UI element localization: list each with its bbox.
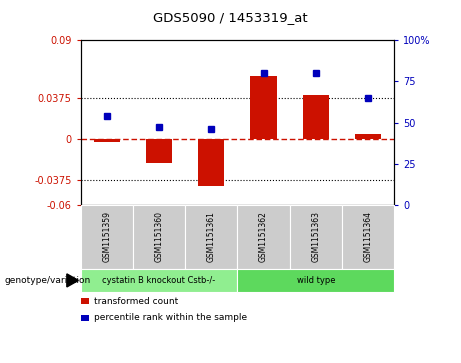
Text: wild type: wild type <box>296 276 335 285</box>
Text: GDS5090 / 1453319_at: GDS5090 / 1453319_at <box>153 11 308 24</box>
Text: GSM1151363: GSM1151363 <box>311 211 320 262</box>
Text: GSM1151362: GSM1151362 <box>259 211 268 262</box>
Text: percentile rank within the sample: percentile rank within the sample <box>94 313 247 322</box>
Text: GSM1151364: GSM1151364 <box>364 211 372 262</box>
Text: GSM1151359: GSM1151359 <box>102 211 111 262</box>
Bar <box>94 139 120 142</box>
Bar <box>146 139 172 163</box>
Bar <box>250 76 277 139</box>
Text: transformed count: transformed count <box>94 297 178 306</box>
Text: GSM1151361: GSM1151361 <box>207 211 216 262</box>
Bar <box>303 95 329 139</box>
Bar <box>198 139 225 186</box>
Bar <box>355 134 381 139</box>
Text: cystatin B knockout Cstb-/-: cystatin B knockout Cstb-/- <box>102 276 216 285</box>
Text: GSM1151360: GSM1151360 <box>154 211 164 262</box>
Text: genotype/variation: genotype/variation <box>5 276 91 285</box>
Polygon shape <box>67 274 78 287</box>
